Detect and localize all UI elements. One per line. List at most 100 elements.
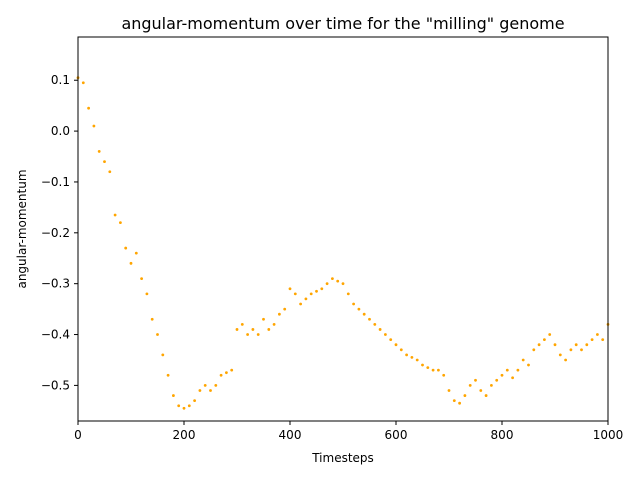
data-point [368,317,371,321]
data-point [267,328,271,331]
data-point [521,358,525,362]
data-point [119,221,122,225]
data-point [558,353,562,357]
data-point [548,333,552,336]
data-point [320,287,324,291]
data-point [325,282,329,286]
y-tick-label: 0.1 [51,73,70,87]
y-tick-label: −0.3 [41,277,70,291]
data-point [230,368,234,372]
data-point [209,389,212,392]
data-point [129,261,133,265]
data-point [596,333,599,336]
data-point [214,383,218,387]
data-point [203,383,207,387]
axis-ticks: 0 200 400 600 800 1000 0.1 0.0 −0.1 −0.2 −0.3 −0.4 −… [41,73,623,442]
data-point [574,343,578,347]
data-point [601,338,605,342]
data-point [399,348,403,352]
data-point [362,312,366,316]
data-point [193,399,197,403]
data-point [532,348,536,352]
data-point [431,368,435,372]
y-tick-label: −0.1 [41,175,70,189]
data-point [580,348,583,352]
data-point [373,322,377,326]
data-point [484,394,488,397]
data-point [315,289,318,293]
data-point [346,292,350,296]
data-point [134,251,138,255]
data-point [145,292,149,296]
y-tick-label: −0.5 [41,378,70,392]
data-point [394,343,398,347]
x-axis-label: Timesteps [311,451,374,465]
data-point [219,373,223,377]
scatter-points [76,76,610,410]
data-point [569,348,573,352]
data-point [108,170,112,174]
data-point [283,307,287,311]
data-point [516,368,520,372]
data-point [156,333,159,336]
data-point [198,389,202,392]
data-point [309,292,313,296]
data-point [97,150,101,153]
data-point [288,287,292,291]
x-tick-label: 800 [491,428,514,442]
data-point [378,328,382,331]
data-point [527,363,530,367]
data-point [511,376,514,380]
data-point [495,378,499,382]
data-point [352,302,355,306]
data-point [384,333,387,336]
data-point [187,404,191,408]
data-point [103,160,106,164]
x-tick-label: 400 [279,428,302,442]
data-point [304,297,308,301]
data-point [405,353,408,357]
data-point [299,302,302,306]
x-tick-label: 600 [385,428,408,442]
data-point [161,353,165,357]
data-point [140,277,144,280]
data-point [537,343,541,347]
data-point [463,394,467,397]
y-axis-label: angular-momentum [15,169,29,288]
data-point [410,356,414,359]
data-point [87,106,90,110]
data-point [225,371,228,375]
y-tick-label: −0.2 [41,226,70,240]
data-point [585,343,589,347]
chart-title: angular-momentum over time for the "mill… [121,14,564,33]
data-point [564,358,567,362]
data-point [256,333,260,336]
data-point [474,378,477,382]
data-point [479,389,483,392]
data-point [262,317,265,321]
data-point [447,389,451,392]
data-point [442,373,446,377]
data-point [336,279,340,283]
data-point [452,399,456,403]
x-tick-label: 1000 [593,428,624,442]
x-tick-label: 0 [74,428,82,442]
data-point [182,406,186,410]
data-point [357,307,361,311]
data-point [293,292,297,296]
x-tick-label: 200 [173,428,196,442]
data-point [490,383,493,387]
y-tick-label: 0.0 [51,124,70,138]
data-point [421,363,424,367]
data-point [437,368,440,372]
data-point [553,343,557,347]
data-point [415,358,419,362]
data-point [590,338,594,342]
data-point [426,366,430,369]
data-point [500,373,504,377]
y-tick-label: −0.4 [41,328,70,342]
data-point [251,328,255,331]
data-point [331,277,334,280]
data-point [240,322,244,326]
